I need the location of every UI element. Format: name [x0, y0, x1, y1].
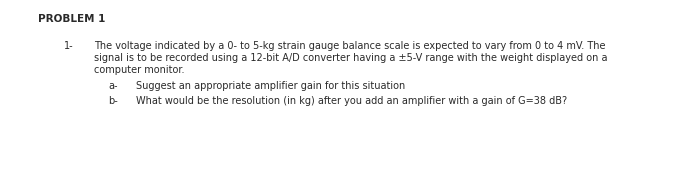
Text: PROBLEM 1: PROBLEM 1 — [38, 14, 106, 24]
Text: 1-: 1- — [64, 41, 74, 51]
Text: computer monitor.: computer monitor. — [94, 65, 185, 75]
Text: Suggest an appropriate amplifier gain for this situation: Suggest an appropriate amplifier gain fo… — [136, 81, 406, 91]
Text: b-: b- — [108, 96, 118, 106]
Text: signal is to be recorded using a 12-bit A/D converter having a ±5-V range with t: signal is to be recorded using a 12-bit … — [94, 53, 608, 63]
Text: The voltage indicated by a 0- to 5-kg strain gauge balance scale is expected to : The voltage indicated by a 0- to 5-kg st… — [94, 41, 606, 51]
Text: What would be the resolution (in kg) after you add an amplifier with a gain of G: What would be the resolution (in kg) aft… — [136, 96, 568, 106]
Text: a-: a- — [108, 81, 118, 91]
